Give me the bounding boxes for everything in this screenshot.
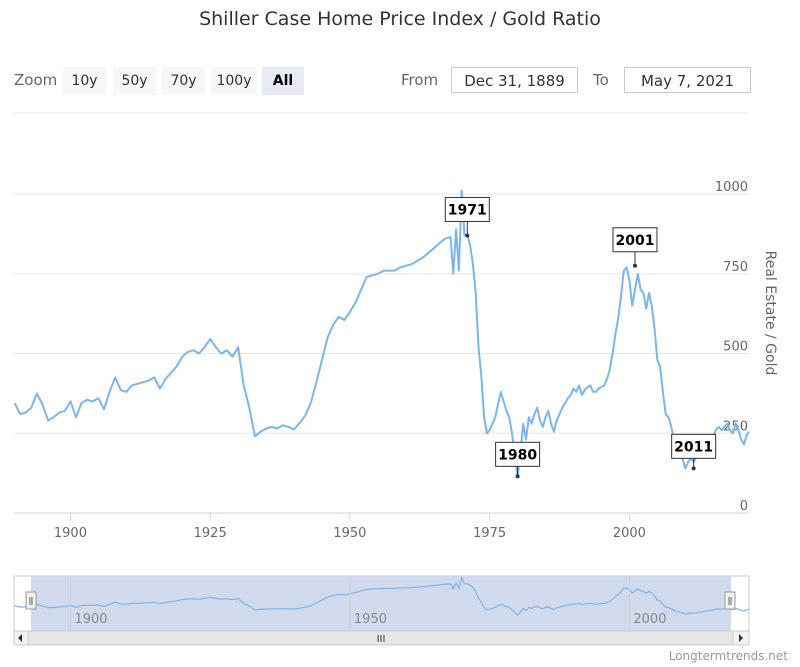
navigator-series-line: [14, 576, 750, 617]
scrollbar-grip: III: [377, 634, 386, 645]
zoom-10y-button[interactable]: 10y: [63, 67, 106, 95]
annotation-point: [691, 466, 696, 471]
scrollbar[interactable]: III: [13, 630, 750, 646]
chart-title: Shiller Case Home Price Index / Gold Rat…: [199, 8, 601, 30]
scroll-left-arrow-icon[interactable]: [18, 634, 22, 642]
scroll-right-arrow-icon[interactable]: [739, 634, 743, 642]
x-tick-label: 2000: [613, 526, 646, 541]
annotation-point: [465, 233, 470, 238]
annotation-label: 1980: [498, 447, 537, 463]
annotation-1980: 1980: [495, 441, 541, 479]
y-tick-label: 0: [740, 499, 748, 514]
x-tick-label: 1975: [473, 526, 506, 541]
zoom-70y-button[interactable]: 70y: [162, 67, 205, 95]
navigator-tick-label: 1950: [354, 612, 387, 627]
x-tick-label: 1950: [333, 526, 366, 541]
x-axis: 1900 1925 1950 1975 2000: [54, 513, 646, 541]
from-date-input[interactable]: Dec 31, 1889: [451, 67, 578, 93]
annotation-label: 2001: [615, 233, 654, 249]
to-date-input[interactable]: May 7, 2021: [624, 67, 751, 93]
y-tick-label: 1000: [715, 180, 748, 195]
x-tick-label: 1925: [194, 526, 227, 541]
annotation-2001: 2001: [612, 227, 658, 268]
navigator-x-axis: 1900 1950 2000: [69, 576, 666, 631]
annotation-1971: 1971: [444, 196, 490, 238]
navigator-tick-label: 2000: [633, 612, 666, 627]
watermark: Longtermtrends.net: [668, 649, 788, 663]
annotation-label: 2011: [674, 439, 713, 455]
navigator-left-handle[interactable]: [25, 591, 37, 610]
x-tick-label: 1900: [54, 526, 87, 541]
zoom-50y-button[interactable]: 50y: [113, 67, 156, 95]
annotation-2011: 2011: [671, 433, 717, 471]
gridlines: [14, 112, 749, 434]
annotation-point: [515, 474, 520, 479]
zoom-100y-button[interactable]: 100y: [211, 67, 257, 95]
scrollbar-thumb[interactable]: [27, 630, 734, 646]
zoom-all-button[interactable]: All: [262, 67, 304, 95]
to-label: To: [593, 71, 609, 89]
zoom-label: Zoom: [14, 71, 58, 89]
navigator-selected-range[interactable]: [31, 576, 731, 631]
y-tick-label: 500: [723, 340, 748, 355]
annotation-label: 1971: [448, 202, 487, 218]
annotation-point: [632, 263, 637, 268]
navigator-right-handle[interactable]: [724, 591, 736, 610]
series-line[interactable]: [13, 189, 750, 478]
from-label: From: [401, 71, 439, 89]
y-axis-title: Real Estate / Gold: [762, 251, 778, 376]
navigator-tick-label: 1900: [74, 612, 107, 627]
annotations: 1971 1980 2001 2011: [444, 196, 717, 479]
navigator[interactable]: 1900 1950 2000: [13, 575, 750, 632]
y-tick-label: 750: [723, 260, 748, 275]
